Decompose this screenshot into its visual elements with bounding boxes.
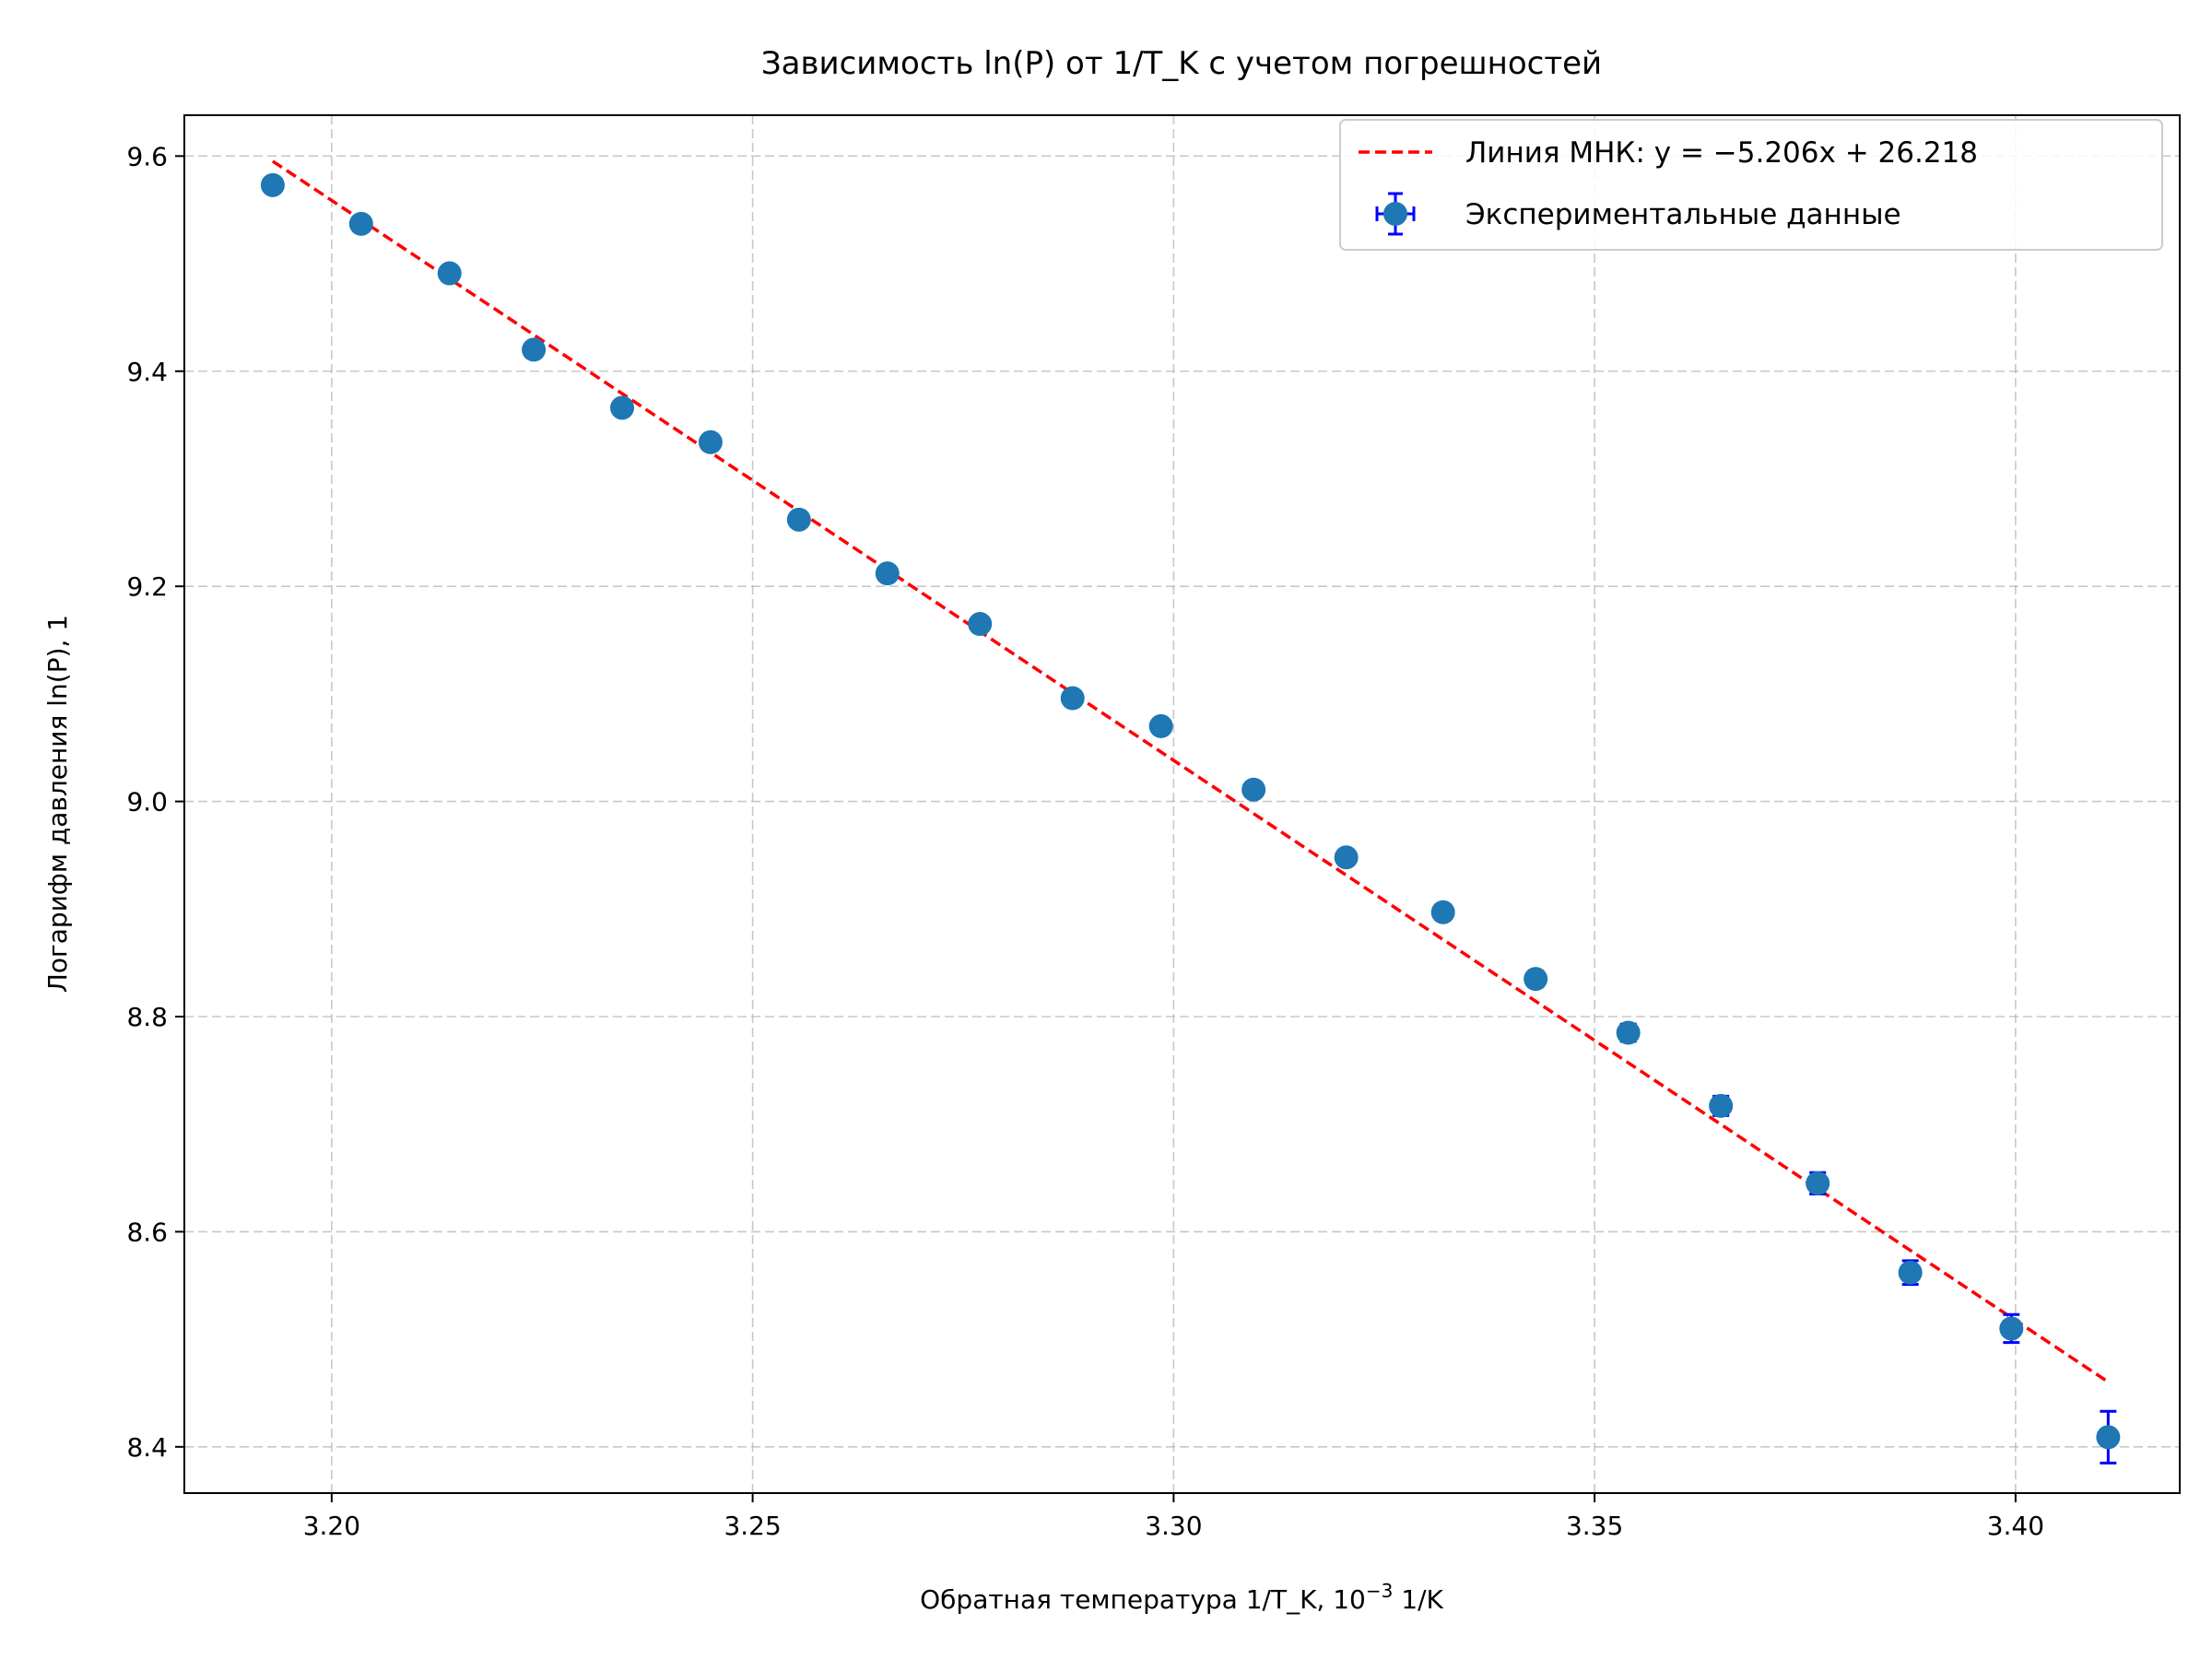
data-point-group xyxy=(968,612,993,637)
points-layer xyxy=(260,172,2121,1465)
data-point xyxy=(260,172,285,197)
data-point-group xyxy=(1060,686,1085,711)
data-point xyxy=(1999,1316,2024,1341)
data-point-group xyxy=(698,429,723,454)
data-point xyxy=(1430,900,1455,924)
data-point xyxy=(348,211,373,236)
x-axis-label-unit: 1/K xyxy=(1393,1584,1443,1615)
legend-box xyxy=(1339,119,2163,251)
legend-fit-label: Линия МНК: y = −5.206x + 26.218 xyxy=(1465,136,1978,170)
data-point xyxy=(968,612,993,637)
legend: Линия МНК: y = −5.206x + 26.218 Эксперим… xyxy=(1339,119,2163,251)
x-tick-label: 3.30 xyxy=(1145,1511,1202,1541)
data-point xyxy=(1616,1020,1641,1045)
data-point-group xyxy=(1898,1259,1923,1287)
data-point-group xyxy=(1524,967,1548,992)
data-point xyxy=(1241,777,1266,802)
data-point xyxy=(610,395,635,420)
data-point xyxy=(2096,1425,2121,1450)
data-point-group xyxy=(1806,1171,1830,1196)
data-point-group xyxy=(1709,1093,1734,1118)
data-point-group xyxy=(2096,1409,2121,1465)
data-point-group xyxy=(875,561,900,586)
data-point xyxy=(786,507,811,532)
y-axis: 8.4 8.6 8.8 9.0 9.2 9.4 9.6 xyxy=(126,141,184,1463)
data-point xyxy=(1060,686,1085,711)
y-axis-label: Логарифм давления ln(P), 1 xyxy=(42,615,73,993)
data-point xyxy=(1806,1171,1830,1195)
data-point xyxy=(1148,713,1173,738)
data-point xyxy=(698,429,723,454)
y-tick-label: 8.6 xyxy=(126,1217,168,1247)
x-axis: 3.20 3.25 3.30 3.35 3.40 xyxy=(303,1493,2044,1541)
x-tick-label: 3.25 xyxy=(724,1511,781,1541)
x-tick-label: 3.35 xyxy=(1566,1511,1623,1541)
fit-line xyxy=(271,159,2110,1383)
x-tick-label: 3.40 xyxy=(1987,1511,2044,1541)
x-tick-label: 3.20 xyxy=(303,1511,360,1541)
data-point xyxy=(437,261,462,286)
data-point-group xyxy=(1616,1020,1641,1045)
y-tick-label: 9.4 xyxy=(126,357,168,387)
fit-layer xyxy=(271,159,2110,1383)
y-tick-label: 9.2 xyxy=(126,571,168,602)
legend-data-label: Экспериментальные данные xyxy=(1465,198,1901,231)
x-axis-label-main: Обратная температура 1/T_K, 10 xyxy=(920,1584,1366,1615)
data-point-group xyxy=(1999,1312,2024,1345)
data-point-group xyxy=(610,395,635,420)
plot-frame xyxy=(183,114,2181,1494)
data-point xyxy=(1524,967,1548,992)
data-point xyxy=(875,561,900,586)
data-point-group xyxy=(1430,900,1455,924)
data-point-group xyxy=(260,172,285,197)
x-axis-label: Обратная температура 1/T_K, 10−3 1/K xyxy=(920,1580,1443,1615)
y-tick-label: 8.4 xyxy=(126,1432,168,1463)
y-tick-label: 8.8 xyxy=(126,1002,168,1032)
data-point-group xyxy=(522,337,547,362)
data-point-group xyxy=(1148,713,1173,738)
legend-data-marker xyxy=(1375,192,1416,236)
chart-title: Зависимость ln(P) от 1/T_K с учетом погр… xyxy=(761,45,1602,82)
data-point xyxy=(1709,1093,1734,1118)
legend-fit-name: Линия МНК: xyxy=(1465,136,1654,170)
data-point-group xyxy=(348,211,373,236)
data-point-group xyxy=(786,507,811,532)
data-point xyxy=(1898,1260,1923,1285)
y-tick-label: 9.0 xyxy=(126,787,168,818)
data-point-group xyxy=(437,261,462,286)
data-point-group xyxy=(1334,845,1359,870)
legend-point-marker xyxy=(1383,202,1407,226)
legend-fit-equation: y = −5.206x + 26.218 xyxy=(1654,136,1978,170)
y-tick-label: 9.6 xyxy=(126,141,168,171)
x-axis-label-superscript: −3 xyxy=(1366,1580,1393,1602)
data-point xyxy=(1334,845,1359,870)
data-point xyxy=(522,337,547,362)
data-point-group xyxy=(1241,777,1266,802)
